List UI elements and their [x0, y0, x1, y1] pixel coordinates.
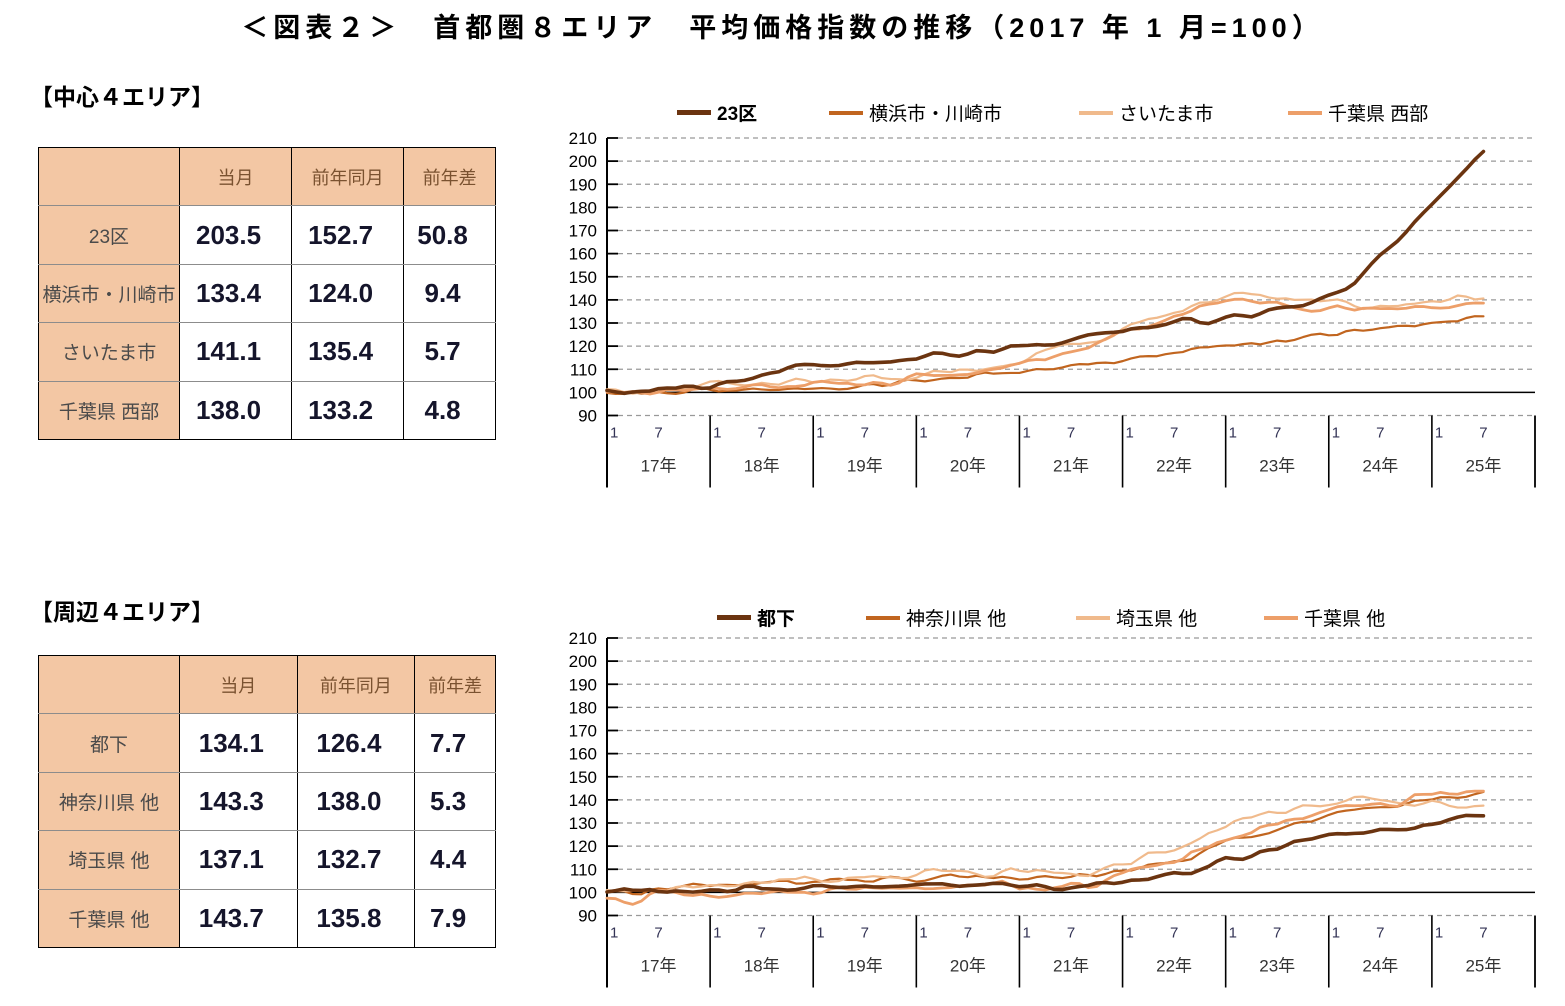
svg-text:7: 7 — [1376, 925, 1384, 942]
svg-text:23年: 23年 — [1259, 957, 1295, 976]
svg-text:7: 7 — [1170, 925, 1178, 942]
svg-text:190: 190 — [569, 175, 597, 194]
svg-text:7: 7 — [1170, 425, 1178, 442]
svg-text:1: 1 — [1126, 425, 1134, 442]
svg-text:90: 90 — [578, 907, 597, 926]
svg-text:170: 170 — [569, 722, 597, 741]
svg-text:24年: 24年 — [1362, 957, 1398, 976]
svg-text:23年: 23年 — [1259, 457, 1295, 476]
svg-text:140: 140 — [569, 791, 597, 810]
svg-text:1: 1 — [713, 425, 721, 442]
svg-text:7: 7 — [654, 925, 662, 942]
svg-text:7: 7 — [654, 425, 662, 442]
svg-text:25年: 25年 — [1465, 957, 1501, 976]
svg-text:1: 1 — [1229, 925, 1237, 942]
svg-text:200: 200 — [569, 152, 597, 171]
svg-text:20年: 20年 — [950, 457, 986, 476]
svg-text:18年: 18年 — [744, 457, 780, 476]
svg-text:170: 170 — [569, 222, 597, 241]
svg-text:1: 1 — [1022, 425, 1030, 442]
svg-text:1: 1 — [919, 925, 927, 942]
svg-text:1: 1 — [1022, 925, 1030, 942]
svg-text:7: 7 — [861, 925, 869, 942]
svg-text:7: 7 — [1067, 925, 1075, 942]
svg-text:1: 1 — [610, 425, 618, 442]
svg-text:7: 7 — [1067, 425, 1075, 442]
svg-text:22年: 22年 — [1156, 457, 1192, 476]
svg-text:100: 100 — [569, 883, 597, 902]
svg-text:25年: 25年 — [1465, 457, 1501, 476]
svg-text:1: 1 — [610, 925, 618, 942]
svg-text:150: 150 — [569, 768, 597, 787]
svg-text:7: 7 — [964, 925, 972, 942]
svg-text:150: 150 — [569, 268, 597, 287]
svg-text:110: 110 — [570, 860, 597, 879]
svg-text:21年: 21年 — [1053, 957, 1089, 976]
svg-text:210: 210 — [569, 629, 597, 648]
svg-text:210: 210 — [569, 129, 597, 148]
svg-text:190: 190 — [569, 675, 597, 694]
svg-text:130: 130 — [569, 314, 597, 333]
svg-text:19年: 19年 — [847, 457, 883, 476]
svg-text:140: 140 — [569, 291, 597, 310]
svg-text:130: 130 — [569, 814, 597, 833]
svg-text:7: 7 — [1479, 425, 1487, 442]
svg-text:17年: 17年 — [641, 457, 677, 476]
svg-text:1: 1 — [1229, 425, 1237, 442]
svg-text:17年: 17年 — [641, 957, 677, 976]
svg-text:7: 7 — [964, 425, 972, 442]
svg-text:7: 7 — [1479, 925, 1487, 942]
svg-text:160: 160 — [569, 245, 597, 264]
svg-text:20年: 20年 — [950, 957, 986, 976]
svg-text:1: 1 — [919, 425, 927, 442]
svg-text:200: 200 — [569, 652, 597, 671]
svg-text:1: 1 — [1332, 425, 1340, 442]
svg-text:1: 1 — [816, 425, 824, 442]
svg-text:21年: 21年 — [1053, 457, 1089, 476]
svg-text:90: 90 — [578, 407, 597, 426]
svg-text:120: 120 — [569, 337, 597, 356]
svg-text:19年: 19年 — [847, 957, 883, 976]
svg-text:7: 7 — [757, 925, 765, 942]
svg-text:18年: 18年 — [744, 957, 780, 976]
svg-text:1: 1 — [1126, 925, 1134, 942]
svg-text:180: 180 — [569, 198, 597, 217]
svg-text:1: 1 — [816, 925, 824, 942]
svg-text:100: 100 — [569, 383, 597, 402]
svg-text:1: 1 — [1435, 925, 1443, 942]
svg-text:7: 7 — [1273, 425, 1281, 442]
svg-text:180: 180 — [569, 698, 597, 717]
svg-text:1: 1 — [1332, 925, 1340, 942]
svg-text:7: 7 — [861, 425, 869, 442]
svg-text:7: 7 — [757, 425, 765, 442]
svg-text:120: 120 — [569, 837, 597, 856]
svg-text:7: 7 — [1376, 425, 1384, 442]
svg-text:110: 110 — [570, 360, 597, 379]
svg-text:160: 160 — [569, 745, 597, 764]
svg-text:7: 7 — [1273, 925, 1281, 942]
svg-text:24年: 24年 — [1362, 457, 1398, 476]
svg-text:1: 1 — [1435, 425, 1443, 442]
svg-text:22年: 22年 — [1156, 957, 1192, 976]
svg-text:1: 1 — [713, 925, 721, 942]
